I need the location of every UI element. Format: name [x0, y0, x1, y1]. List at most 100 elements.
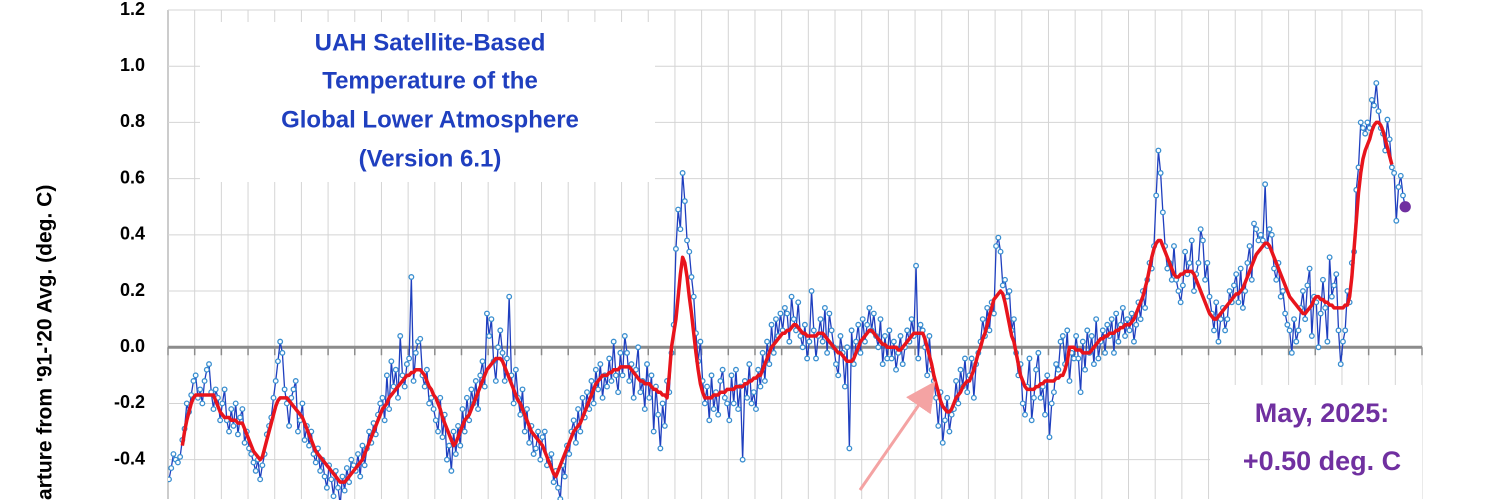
point: [697, 338, 704, 345]
point: [701, 400, 708, 407]
point: [777, 310, 784, 317]
point: [1246, 243, 1253, 250]
point: [821, 304, 828, 311]
point: [343, 465, 350, 472]
y-tick-label: 0.8: [120, 111, 145, 131]
point: [212, 386, 219, 393]
point: [1333, 271, 1340, 278]
point: [1191, 288, 1197, 294]
point: [888, 355, 895, 362]
point: [252, 467, 259, 474]
point: [926, 333, 933, 339]
point: [295, 428, 301, 435]
point: [1175, 288, 1182, 294]
point: [450, 428, 457, 435]
point: [708, 372, 715, 379]
point: [1022, 411, 1028, 418]
point: [730, 400, 737, 407]
point: [234, 431, 241, 438]
point: [323, 484, 330, 491]
point: [659, 400, 666, 407]
point: [999, 282, 1006, 289]
point: [1291, 316, 1297, 323]
point: [850, 361, 857, 368]
point: [675, 206, 682, 213]
point: [1226, 288, 1233, 294]
point: [550, 479, 557, 486]
point: [955, 400, 962, 407]
point: [688, 274, 695, 280]
point: [392, 366, 399, 373]
point: [686, 248, 693, 255]
point: [1082, 366, 1088, 373]
point: [595, 386, 602, 393]
point: [286, 422, 293, 429]
point: [312, 459, 319, 466]
point: [592, 366, 599, 373]
title-line: (Version 6.1): [359, 145, 502, 172]
point: [1304, 282, 1311, 289]
point: [1206, 293, 1213, 300]
point: [1048, 400, 1055, 407]
point: [612, 372, 619, 379]
plot-area: [168, 80, 1411, 500]
point: [497, 327, 504, 334]
point: [1386, 136, 1393, 143]
point: [348, 456, 355, 463]
point: [1073, 333, 1080, 339]
point: [472, 378, 479, 384]
point: [577, 428, 584, 435]
point: [417, 335, 424, 342]
point: [437, 394, 444, 401]
point: [1357, 119, 1364, 126]
point: [1195, 259, 1202, 266]
point: [1360, 125, 1366, 131]
point: [739, 456, 746, 463]
point: [1215, 338, 1222, 345]
point: [828, 327, 835, 334]
point: [1010, 316, 1017, 323]
point: [728, 372, 735, 379]
point: [488, 316, 495, 323]
point: [881, 333, 888, 339]
point: [168, 465, 175, 472]
point: [1262, 181, 1269, 188]
point: [1302, 316, 1309, 323]
point: [272, 378, 279, 384]
point: [1239, 304, 1246, 311]
point: [1006, 288, 1013, 294]
point: [904, 327, 911, 334]
title-line: Global Lower Atmosphere: [281, 106, 579, 133]
point: [452, 451, 459, 457]
overlay: UAH Satellite-Based Temperature of the G…: [34, 22, 1422, 500]
point: [532, 445, 539, 452]
point: [566, 451, 573, 457]
point: [1337, 361, 1344, 368]
point: [1155, 147, 1162, 154]
y-tick-label: -0.4: [114, 448, 145, 468]
point: [1328, 293, 1335, 300]
point: [679, 170, 686, 176]
point: [908, 316, 915, 323]
point: [826, 310, 833, 317]
title-line: UAH Satellite-Based: [315, 29, 546, 56]
point: [819, 338, 826, 345]
point: [1293, 338, 1300, 345]
point: [957, 366, 964, 373]
point: [430, 406, 437, 413]
point: [844, 344, 851, 351]
point: [704, 383, 711, 390]
point: [341, 487, 348, 494]
point: [501, 378, 508, 384]
point: [748, 400, 755, 407]
point: [1384, 116, 1391, 123]
point: [241, 439, 248, 446]
point: [579, 394, 586, 401]
point: [270, 394, 277, 401]
point: [804, 355, 811, 362]
point: [1084, 327, 1091, 334]
point: [1340, 338, 1346, 345]
point: [646, 394, 653, 401]
